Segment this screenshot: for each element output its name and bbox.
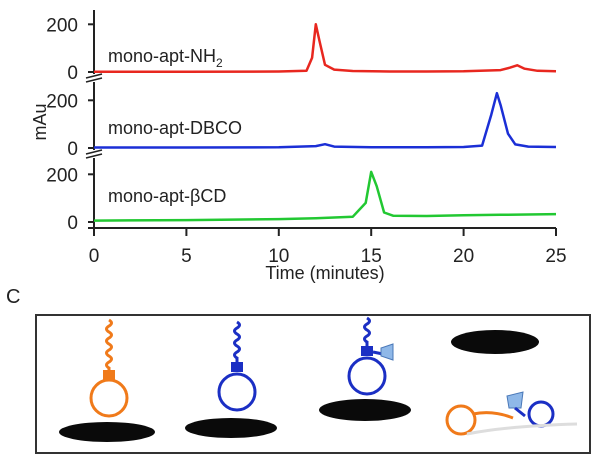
- blue-aptamer-hairpin: [217, 320, 257, 412]
- released-aptamer-pair: [445, 391, 578, 436]
- y-tick-label: 200: [46, 91, 78, 112]
- x-tick-label: 0: [89, 246, 100, 267]
- y-axis-break-2: [85, 149, 103, 159]
- series-line: [94, 23, 557, 74]
- y-axis-break-1: [85, 73, 103, 83]
- y-tick-label: 0: [67, 213, 78, 234]
- chart-axes: [85, 10, 556, 229]
- x-tick-group: 0 5 10 15 20 25: [89, 228, 567, 267]
- y-axis-title: mAu: [30, 103, 50, 140]
- x-axis-title: Time (minutes): [265, 263, 384, 283]
- series-label: mono-apt-βCD: [108, 186, 226, 206]
- blue-aptamer-with-cd-cone: [347, 316, 394, 396]
- x-tick-label: 25: [545, 246, 566, 267]
- y-tick-label: 0: [67, 139, 78, 160]
- series-label-group: mono-apt-NH2 mono-apt-DBCO mono-apt-βCD: [108, 46, 242, 206]
- orange-aptamer-hairpin: [89, 318, 129, 418]
- series-label: mono-apt-DBCO: [108, 118, 242, 138]
- series-label-subscript: 2: [216, 56, 223, 70]
- x-tick-label: 10: [268, 246, 289, 267]
- x-tick-label: 5: [181, 246, 192, 267]
- series-line: [93, 170, 557, 222]
- x-tick-label: 20: [453, 246, 474, 267]
- surface-blob-1: [59, 422, 155, 442]
- surface-blob-4: [451, 330, 539, 354]
- series-group: [93, 23, 557, 222]
- y-tick-label: 200: [46, 165, 78, 186]
- y-tick-label: 200: [46, 15, 78, 36]
- series-line: [94, 91, 557, 149]
- surface-blob-3: [319, 399, 411, 421]
- series-label: mono-apt-NH2: [108, 46, 223, 70]
- schematic-drawing: [59, 316, 578, 442]
- panel-c-letter: C: [6, 286, 21, 308]
- panel-c-schematic: [35, 314, 591, 454]
- x-tick-label: 15: [361, 246, 382, 267]
- y-tick-label: 0: [67, 63, 78, 84]
- y-tick-group: 200 0 200 0 200 0: [46, 15, 94, 234]
- surface-blob-2: [185, 418, 277, 438]
